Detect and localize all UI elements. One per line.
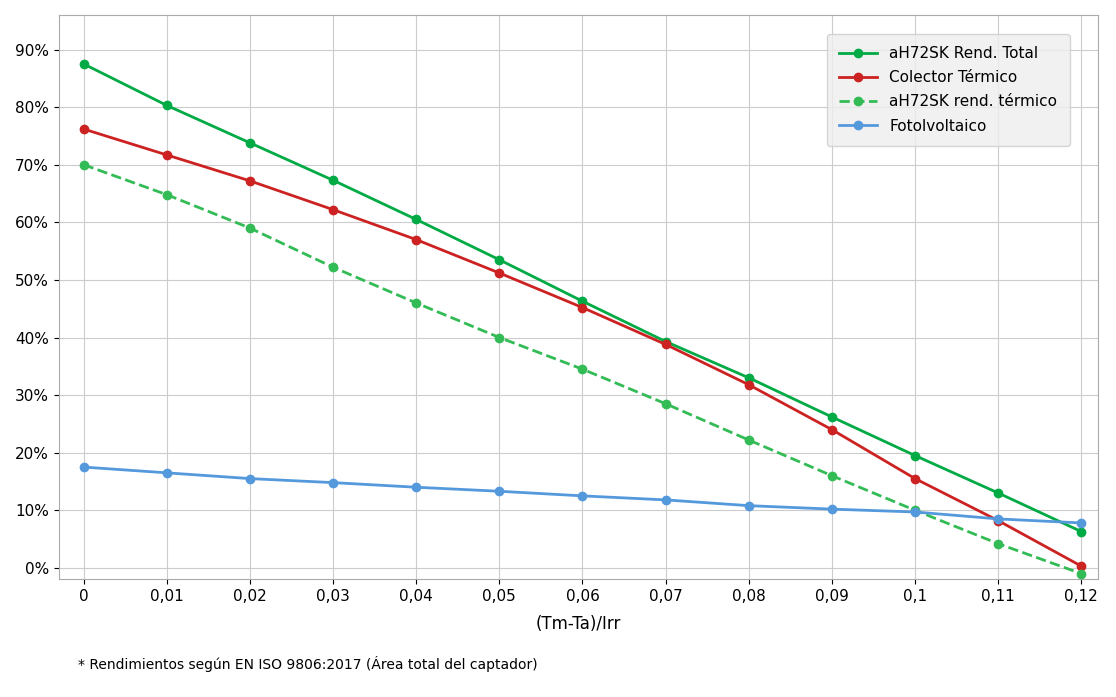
Colector Térmico (658, 340, 672, 348)
Fotolvoltaico (908, 508, 922, 516)
Legend: aH72SK Rend. Total, Colector Térmico, aH72SK rend. térmico, Fotolvoltaico: aH72SK Rend. Total, Colector Térmico, aH… (827, 34, 1069, 146)
aH72SK rend. térmico (1075, 569, 1088, 578)
Colector Térmico (825, 425, 838, 434)
Colector Térmico (1075, 562, 1088, 570)
X-axis label: (Tm-Ta)/Irr: (Tm-Ta)/Irr (536, 615, 620, 633)
aH72SK rend. térmico (410, 299, 423, 307)
aH72SK rend. térmico (908, 506, 922, 514)
Colector Térmico (742, 381, 756, 389)
aH72SK Rend. Total (492, 256, 506, 264)
Line: aH72SK Rend. Total: aH72SK Rend. Total (79, 60, 1086, 536)
aH72SK Rend. Total (410, 215, 423, 224)
Colector Térmico (410, 236, 423, 244)
Colector Térmico (326, 206, 339, 214)
Fotolvoltaico (492, 487, 506, 496)
Text: * Rendimientos según EN ISO 9806:2017 (Área total del captador): * Rendimientos según EN ISO 9806:2017 (Á… (78, 656, 538, 672)
aH72SK Rend. Total (326, 176, 339, 185)
aH72SK Rend. Total (160, 101, 173, 109)
aH72SK rend. térmico (77, 160, 90, 169)
aH72SK rend. térmico (991, 539, 1004, 548)
Fotolvoltaico (576, 491, 589, 500)
Fotolvoltaico (243, 475, 257, 483)
Colector Térmico (908, 475, 922, 483)
aH72SK Rend. Total (991, 489, 1004, 497)
aH72SK Rend. Total (77, 60, 90, 68)
aH72SK Rend. Total (908, 452, 922, 460)
Fotolvoltaico (410, 483, 423, 491)
Colector Térmico (243, 176, 257, 185)
aH72SK rend. térmico (825, 472, 838, 480)
Fotolvoltaico (326, 478, 339, 487)
aH72SK rend. térmico (658, 399, 672, 408)
aH72SK Rend. Total (825, 413, 838, 421)
Colector Térmico (77, 125, 90, 133)
aH72SK Rend. Total (658, 337, 672, 346)
Fotolvoltaico (825, 505, 838, 513)
aH72SK Rend. Total (243, 139, 257, 147)
aH72SK rend. térmico (243, 224, 257, 232)
Line: Fotolvoltaico: Fotolvoltaico (79, 463, 1086, 527)
aH72SK Rend. Total (1075, 528, 1088, 536)
Colector Térmico (991, 516, 1004, 525)
Line: Colector Térmico: Colector Térmico (79, 125, 1086, 570)
aH72SK rend. térmico (326, 263, 339, 271)
Fotolvoltaico (77, 463, 90, 471)
aH72SK rend. térmico (576, 365, 589, 374)
aH72SK rend. térmico (742, 436, 756, 444)
Fotolvoltaico (160, 468, 173, 477)
aH72SK Rend. Total (742, 374, 756, 382)
Fotolvoltaico (658, 496, 672, 504)
aH72SK rend. térmico (160, 190, 173, 199)
Fotolvoltaico (991, 514, 1004, 523)
aH72SK rend. térmico (492, 333, 506, 342)
Colector Térmico (492, 269, 506, 277)
Colector Térmico (576, 303, 589, 312)
Fotolvoltaico (1075, 519, 1088, 527)
aH72SK Rend. Total (576, 297, 589, 305)
Line: aH72SK rend. térmico: aH72SK rend. térmico (79, 160, 1086, 578)
Colector Térmico (160, 151, 173, 159)
Fotolvoltaico (742, 501, 756, 510)
